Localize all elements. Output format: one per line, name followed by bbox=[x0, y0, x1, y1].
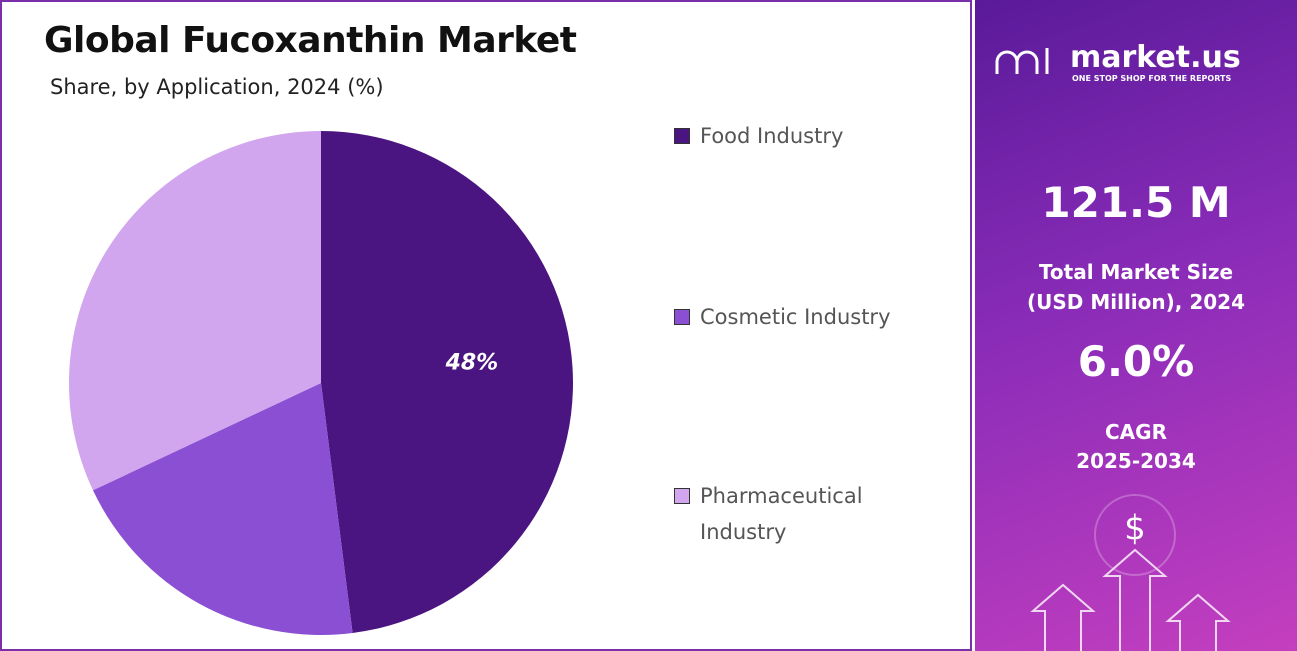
legend-swatch bbox=[674, 488, 690, 504]
cagr: 6.0% bbox=[1077, 337, 1195, 386]
chart-title: Global Fucoxanthin Market bbox=[44, 20, 577, 61]
market-size: 121.5 M bbox=[1041, 178, 1231, 227]
dollar-icon: $ bbox=[1124, 509, 1146, 549]
legend-label: Cosmetic Industry bbox=[700, 305, 891, 329]
decor: $ bbox=[995, 48, 1231, 651]
legend-swatch bbox=[674, 128, 690, 144]
pie-slice bbox=[68, 131, 321, 491]
chart-subtitle: Share, by Application, 2024 (%) bbox=[50, 75, 384, 99]
pie-chart: 48% bbox=[68, 131, 574, 635]
legend-label: Pharmaceutical Industry bbox=[700, 484, 863, 544]
data-label: 48% bbox=[445, 351, 499, 376]
legend-label: Food Industry bbox=[700, 124, 844, 148]
legend-item: Cosmetic Industry bbox=[674, 299, 934, 335]
arrows bbox=[1030, 494, 1231, 651]
cagr-label: 2025-2034 bbox=[1076, 449, 1196, 473]
tagline: ONE STOP SHOP FOR THE REPORTS bbox=[1072, 74, 1232, 83]
info-panel: $ market.us ONE STOP SHOP FOR THE REPORT… bbox=[975, 0, 1297, 651]
cagr-label: CAGR bbox=[1105, 420, 1167, 444]
logo-icon bbox=[995, 48, 1049, 74]
pie-slice bbox=[321, 131, 574, 634]
pie-slice bbox=[92, 383, 353, 635]
brand: market.us bbox=[1070, 40, 1241, 75]
legend-item: Pharmaceutical Industry bbox=[674, 478, 934, 550]
market-size-label: Total Market Size bbox=[1038, 260, 1234, 284]
chart-panel: Global Fucoxanthin Market Share, by Appl… bbox=[0, 0, 972, 651]
market-size-label: (USD Million), 2024 bbox=[1026, 290, 1246, 314]
legend-swatch bbox=[674, 309, 690, 325]
legend-item: Food Industry bbox=[674, 118, 934, 154]
